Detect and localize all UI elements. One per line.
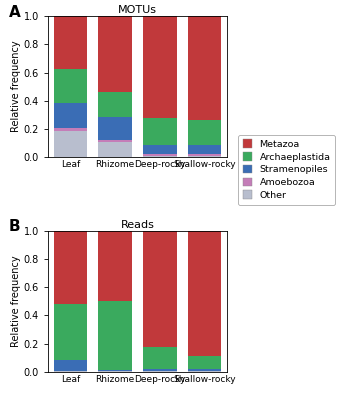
Bar bbox=[98, 371, 132, 372]
Bar bbox=[98, 370, 132, 371]
Bar bbox=[143, 231, 177, 347]
Title: Reads: Reads bbox=[120, 220, 154, 230]
Bar bbox=[98, 117, 132, 140]
Title: MOTUs: MOTUs bbox=[118, 5, 157, 15]
Bar bbox=[54, 360, 87, 370]
Bar bbox=[188, 356, 221, 369]
Bar bbox=[188, 156, 221, 157]
Legend: Metazoa, Archaeplastida, Stramenopiles, Amoebozoa, Other: Metazoa, Archaeplastida, Stramenopiles, … bbox=[238, 135, 335, 205]
Bar bbox=[188, 154, 221, 156]
Bar bbox=[143, 371, 177, 372]
Bar bbox=[143, 369, 177, 370]
Bar bbox=[188, 371, 221, 372]
Y-axis label: Relative frequency: Relative frequency bbox=[11, 41, 21, 132]
Bar bbox=[98, 140, 132, 142]
Bar bbox=[143, 118, 177, 144]
Bar bbox=[188, 120, 221, 144]
Bar bbox=[98, 142, 132, 157]
Bar bbox=[188, 231, 221, 356]
Bar bbox=[54, 128, 87, 131]
Bar bbox=[188, 144, 221, 154]
Bar bbox=[188, 370, 221, 371]
Text: A: A bbox=[9, 5, 20, 20]
Bar bbox=[98, 16, 132, 92]
Bar bbox=[188, 16, 221, 120]
Bar bbox=[54, 69, 87, 103]
Bar bbox=[143, 154, 177, 156]
Bar bbox=[54, 231, 87, 304]
Bar bbox=[143, 347, 177, 369]
Bar bbox=[54, 16, 87, 69]
Bar bbox=[98, 231, 132, 301]
Bar bbox=[54, 131, 87, 157]
Bar bbox=[54, 304, 87, 360]
Bar bbox=[143, 16, 177, 118]
Bar bbox=[54, 370, 87, 371]
Y-axis label: Relative frequency: Relative frequency bbox=[11, 256, 21, 347]
Bar bbox=[143, 370, 177, 371]
Bar bbox=[143, 144, 177, 154]
Text: B: B bbox=[9, 220, 20, 234]
Bar bbox=[98, 301, 132, 370]
Bar bbox=[188, 369, 221, 370]
Bar bbox=[98, 92, 132, 117]
Bar bbox=[54, 103, 87, 128]
Bar bbox=[143, 156, 177, 157]
Bar bbox=[54, 371, 87, 372]
